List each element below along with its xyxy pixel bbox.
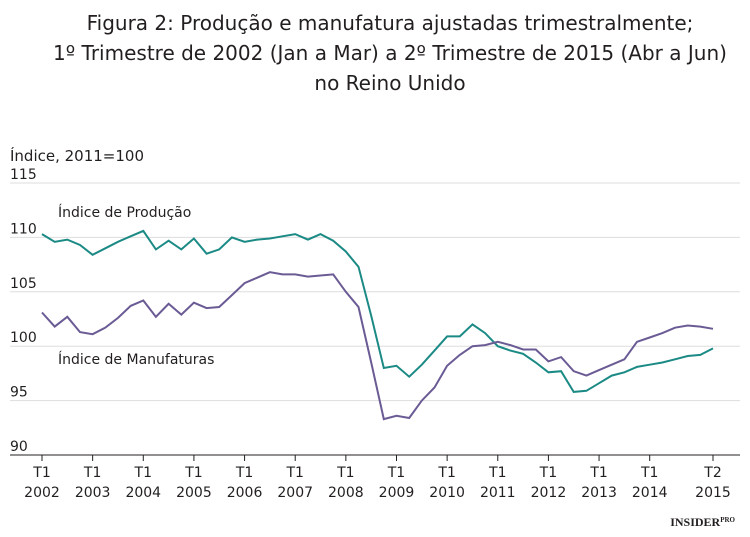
x-tick-label: T1 — [285, 465, 303, 481]
chart-title: 1º Trimestre de 2002 (Jan a Mar) a 2º Tr… — [53, 41, 727, 65]
x-tick-label: T1 — [235, 465, 253, 481]
x-tick-label: 2002 — [24, 485, 60, 501]
y-tick-label: 100 — [10, 330, 37, 346]
x-tick-label: T1 — [640, 465, 658, 481]
x-tick-label: 2010 — [429, 485, 465, 501]
x-tick-label: 2008 — [328, 485, 364, 501]
x-tick-label: 2004 — [125, 485, 161, 501]
x-tick-label: T1 — [184, 465, 202, 481]
x-tick-label: 2012 — [531, 485, 567, 501]
y-tick-label: 95 — [10, 385, 28, 401]
watermark: INSIDERPRO — [670, 515, 735, 529]
x-tick-label: 2007 — [277, 485, 313, 501]
x-tick-label: 2003 — [75, 485, 111, 501]
x-tick-label: T1 — [488, 465, 506, 481]
x-tick-label: T1 — [589, 465, 607, 481]
series-line — [41, 271, 714, 421]
x-tick-label: T1 — [336, 465, 354, 481]
x-tick-label: T1 — [387, 465, 405, 481]
x-tick-label: 2014 — [632, 485, 668, 501]
watermark-text: INSIDER — [670, 515, 720, 529]
y-tick-label: 110 — [10, 221, 37, 237]
x-tick-label: T1 — [134, 465, 152, 481]
x-tick-label: T1 — [539, 465, 557, 481]
series-label: Índice de Manufaturas — [58, 351, 214, 368]
x-tick-label: 2009 — [379, 485, 415, 501]
series-label: Índice de Produção — [58, 204, 191, 221]
x-tick-label: 2005 — [176, 485, 212, 501]
watermark-text: PRO — [720, 516, 735, 524]
x-tick-label: 2006 — [227, 485, 263, 501]
x-tick-label: T2 — [703, 465, 721, 481]
y-axis-label: Índice, 2011=100 — [10, 146, 144, 165]
x-tick-label: 2015 — [695, 485, 731, 501]
series-line — [41, 229, 714, 393]
x-tick-label: 2011 — [480, 485, 516, 501]
x-tick-label: T1 — [83, 465, 101, 481]
x-tick-label: T1 — [437, 465, 455, 481]
chart-title: Figura 2: Produção e manufatura ajustada… — [87, 11, 694, 35]
y-tick-label: 90 — [10, 439, 28, 455]
y-tick-label: 105 — [10, 276, 37, 292]
x-tick-label: T1 — [32, 465, 50, 481]
x-tick-label: 2013 — [581, 485, 617, 501]
y-tick-label: 115 — [10, 167, 37, 183]
chart-title: no Reino Unido — [314, 71, 465, 95]
